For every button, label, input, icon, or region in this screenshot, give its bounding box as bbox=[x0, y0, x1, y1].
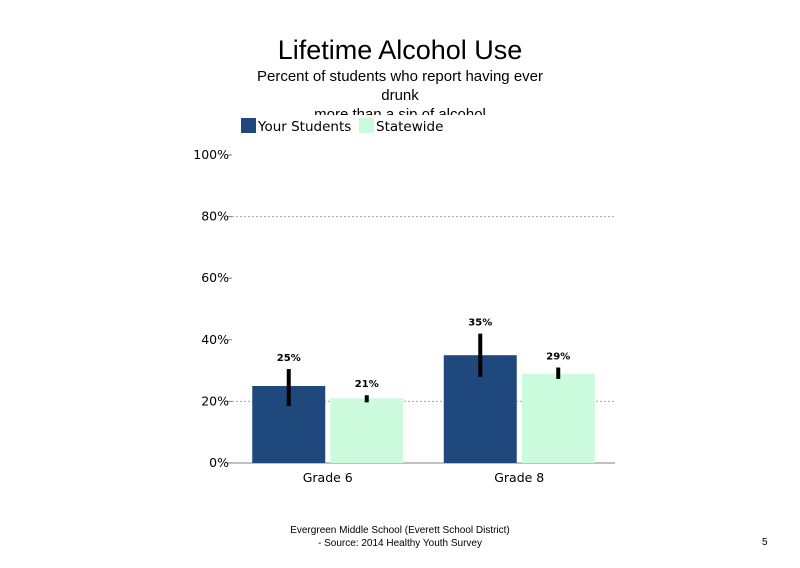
data-label: 25% bbox=[277, 353, 301, 364]
chart-subtitle: Percent of students who report having ev… bbox=[230, 67, 570, 115]
y-tick-label: 60% bbox=[201, 270, 229, 285]
legend-item-statewide: Statewide bbox=[359, 118, 443, 135]
subtitle-line-1: Percent of students who report having ev… bbox=[257, 68, 543, 85]
legend-swatch-your-students bbox=[241, 118, 256, 133]
y-tick-label: 0% bbox=[209, 455, 229, 470]
legend-item-your-students: Your Students bbox=[241, 118, 351, 135]
y-tick-label: 80% bbox=[201, 209, 229, 224]
data-label: 35% bbox=[468, 318, 492, 329]
legend-label-statewide: Statewide bbox=[376, 119, 444, 135]
y-tick-label: 100% bbox=[193, 147, 229, 162]
data-label: 29% bbox=[546, 352, 570, 363]
subtitle-line-2: drunk bbox=[381, 87, 419, 104]
footer-source: Evergreen Middle School (Everett School … bbox=[200, 524, 600, 550]
y-tick-label: 20% bbox=[201, 393, 229, 408]
y-tick-label: 40% bbox=[201, 332, 229, 347]
bar bbox=[521, 373, 595, 463]
x-tick-label: Grade 6 bbox=[303, 470, 353, 485]
page-number: 5 bbox=[762, 537, 768, 548]
bar bbox=[330, 398, 404, 463]
subtitle-line-3: more than a sip of alcohol bbox=[314, 106, 486, 115]
footer-line-1: Evergreen Middle School (Everett School … bbox=[290, 525, 510, 536]
footer-line-2: - Source: 2014 Healthy Youth Survey bbox=[318, 538, 482, 549]
legend-swatch-statewide bbox=[359, 118, 374, 133]
x-tick-label: Grade 8 bbox=[494, 470, 544, 485]
data-label: 21% bbox=[355, 379, 379, 390]
legend-label-your-students: Your Students bbox=[258, 119, 352, 135]
chart-title: Lifetime Alcohol Use bbox=[277, 35, 523, 65]
